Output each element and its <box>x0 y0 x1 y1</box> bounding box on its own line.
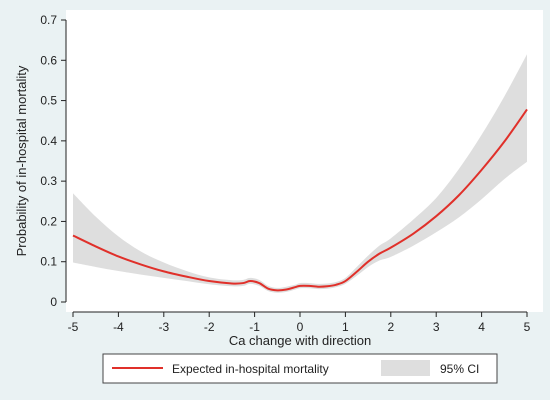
legend: Expected in-hospital mortality 95% CI <box>102 353 498 384</box>
x-tick-label: -3 <box>158 320 169 334</box>
x-tick-label: -5 <box>68 320 79 334</box>
y-axis-title: Probability of in-hospital mortality <box>14 65 29 256</box>
y-tick-label: 0 <box>50 295 57 309</box>
x-axis-title: Ca change with direction <box>229 333 371 348</box>
y-tick-label: 0.5 <box>40 94 57 108</box>
x-tick-label: 5 <box>524 320 531 334</box>
x-tick-label: -2 <box>204 320 215 334</box>
y-tick-label: 0.1 <box>40 255 57 269</box>
y-tick-label: 0.6 <box>40 53 57 67</box>
legend-ci-swatch <box>381 360 430 376</box>
legend-ci-label: 95% CI <box>440 362 479 376</box>
x-tick-label: 4 <box>478 320 485 334</box>
x-tick-label: 0 <box>297 320 304 334</box>
x-tick-label: -1 <box>249 320 260 334</box>
y-tick-label: 0.7 <box>40 13 57 27</box>
series-line-expected-mortality <box>72 108 528 292</box>
y-tick-label: 0.2 <box>40 214 57 228</box>
legend-box <box>102 353 498 384</box>
x-tick-label: 1 <box>342 320 349 334</box>
x-tick-label: 2 <box>387 320 394 334</box>
y-tick-label: 0.4 <box>40 134 57 148</box>
x-tick-label: 3 <box>433 320 440 334</box>
x-tick-label: -4 <box>113 320 124 334</box>
y-tick-label: 0.3 <box>40 174 57 188</box>
legend-series-label: Expected in-hospital mortality <box>172 362 329 376</box>
